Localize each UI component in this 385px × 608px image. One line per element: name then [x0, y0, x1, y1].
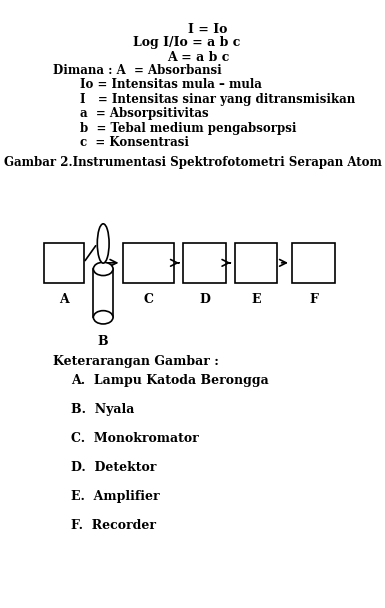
Text: D.  Detektor: D. Detektor: [71, 461, 157, 474]
Text: F.  Recorder: F. Recorder: [71, 519, 156, 532]
FancyBboxPatch shape: [183, 243, 226, 283]
Text: b  = Tebal medium pengabsorpsi: b = Tebal medium pengabsorpsi: [80, 122, 297, 135]
Text: Dimana : A  = Absorbansi: Dimana : A = Absorbansi: [53, 64, 222, 77]
Text: A.  Lampu Katoda Berongga: A. Lampu Katoda Berongga: [71, 373, 269, 387]
Text: E: E: [251, 293, 261, 306]
Text: Gambar 2.Instrumentasi Spektrofotometri Serapan Atom: Gambar 2.Instrumentasi Spektrofotometri …: [3, 156, 382, 169]
Text: Log I/Io = a b c: Log I/Io = a b c: [133, 36, 240, 49]
Text: c  = Konsentrasi: c = Konsentrasi: [80, 136, 189, 150]
Text: Keterarangan Gambar :: Keterarangan Gambar :: [53, 356, 219, 368]
Text: I   = Intensitas sinar yang ditransmisikan: I = Intensitas sinar yang ditransmisikan: [80, 93, 356, 106]
FancyBboxPatch shape: [93, 269, 113, 317]
Text: I = Io: I = Io: [188, 22, 227, 36]
Text: C.  Monokromator: C. Monokromator: [71, 432, 199, 444]
FancyBboxPatch shape: [235, 243, 277, 283]
Ellipse shape: [97, 224, 109, 263]
FancyBboxPatch shape: [292, 243, 335, 283]
Text: C: C: [144, 293, 154, 306]
Ellipse shape: [93, 311, 113, 324]
Text: E.  Amplifier: E. Amplifier: [71, 490, 160, 503]
Text: B.  Nyala: B. Nyala: [71, 402, 135, 416]
Text: Io = Intensitas mula – mula: Io = Intensitas mula – mula: [80, 78, 262, 91]
FancyBboxPatch shape: [44, 243, 84, 283]
Text: B: B: [98, 336, 109, 348]
Text: F: F: [309, 293, 318, 306]
Ellipse shape: [93, 262, 113, 275]
Text: A: A: [59, 293, 69, 306]
Text: D: D: [199, 293, 210, 306]
FancyBboxPatch shape: [123, 243, 174, 283]
Text: a  = Absorpsitivitas: a = Absorpsitivitas: [80, 107, 209, 120]
Text: A = a b c: A = a b c: [167, 51, 230, 64]
